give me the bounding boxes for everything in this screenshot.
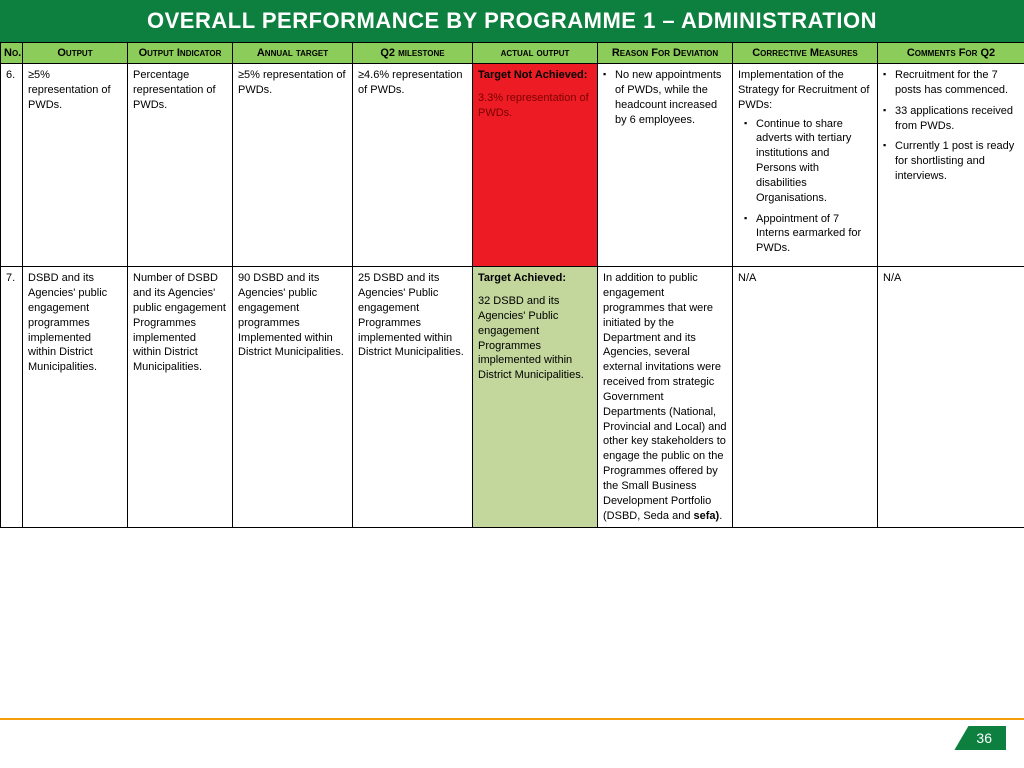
cell-indicator: Percentage representation of PWDs. — [128, 64, 233, 267]
col-comments: Comments For Q2 — [878, 43, 1024, 64]
table-row: 7. DSBD and its Agencies' public engagem… — [1, 267, 1024, 528]
cell-comments: Recruitment for the 7 posts has commence… — [878, 64, 1024, 267]
performance-table: No. Output Output Indicator Annual targe… — [0, 42, 1024, 528]
cell-milestone: 25 DSBD and its Agencies' Public engagem… — [353, 267, 473, 528]
status-detail: 3.3% representation of PWDs. — [478, 91, 592, 121]
cell-no: 7. — [1, 267, 23, 528]
list-item: Appointment of 7 Interns earmarked for P… — [738, 212, 872, 257]
corrective-lead: Implementation of the Strategy for Recru… — [738, 68, 872, 113]
footer-divider — [0, 718, 1024, 720]
reason-post: . — [719, 510, 722, 522]
col-output: Output — [23, 43, 128, 64]
list-item: 33 applications received from PWDs. — [883, 104, 1019, 134]
cell-actual-not-achieved: Target Not Achieved: 3.3% representation… — [473, 64, 598, 267]
col-no: No. — [1, 43, 23, 64]
col-corrective: Corrective Measures — [733, 43, 878, 64]
cell-output: ≥5% representation of PWDs. — [23, 64, 128, 267]
cell-corrective: N/A — [733, 267, 878, 528]
cell-no: 6. — [1, 64, 23, 267]
list-item: Continue to share adverts with tertiary … — [738, 117, 872, 206]
cell-comments: N/A — [878, 267, 1024, 528]
page-number: 36 — [954, 726, 1006, 750]
cell-actual-achieved: Target Achieved: 32 DSBD and its Agencie… — [473, 267, 598, 528]
status-label: Target Not Achieved: — [478, 68, 592, 83]
col-target: Annual target — [233, 43, 353, 64]
page-title: OVERALL PERFORMANCE BY PROGRAMME 1 – ADM… — [0, 0, 1024, 42]
col-reason: Reason For Deviation — [598, 43, 733, 64]
table-header-row: No. Output Output Indicator Annual targe… — [1, 43, 1024, 64]
cell-target: 90 DSBD and its Agencies' public engagem… — [233, 267, 353, 528]
col-actual: actual output — [473, 43, 598, 64]
cell-target: ≥5% representation of PWDs. — [233, 64, 353, 267]
col-milestone: Q2 milestone — [353, 43, 473, 64]
list-item: No new appointments of PWDs, while the h… — [603, 68, 727, 127]
status-label: Target Achieved: — [478, 271, 592, 286]
list-item: Currently 1 post is ready for shortlisti… — [883, 139, 1019, 184]
col-indicator: Output Indicator — [128, 43, 233, 64]
cell-output: DSBD and its Agencies' public engagement… — [23, 267, 128, 528]
reason-bold: sefa) — [694, 510, 720, 522]
cell-corrective: Implementation of the Strategy for Recru… — [733, 64, 878, 267]
list-item: Recruitment for the 7 posts has commence… — [883, 68, 1019, 98]
reason-text: In addition to public engagement program… — [603, 272, 727, 522]
table-row: 6. ≥5% representation of PWDs. Percentag… — [1, 64, 1024, 267]
footer: 36 — [0, 718, 1024, 750]
cell-indicator: Number of DSBD and its Agencies' public … — [128, 267, 233, 528]
status-detail: 32 DSBD and its Agencies' Public engagem… — [478, 294, 592, 383]
cell-reason: No new appointments of PWDs, while the h… — [598, 64, 733, 267]
cell-milestone: ≥4.6% representation of PWDs. — [353, 64, 473, 267]
cell-reason: In addition to public engagement program… — [598, 267, 733, 528]
